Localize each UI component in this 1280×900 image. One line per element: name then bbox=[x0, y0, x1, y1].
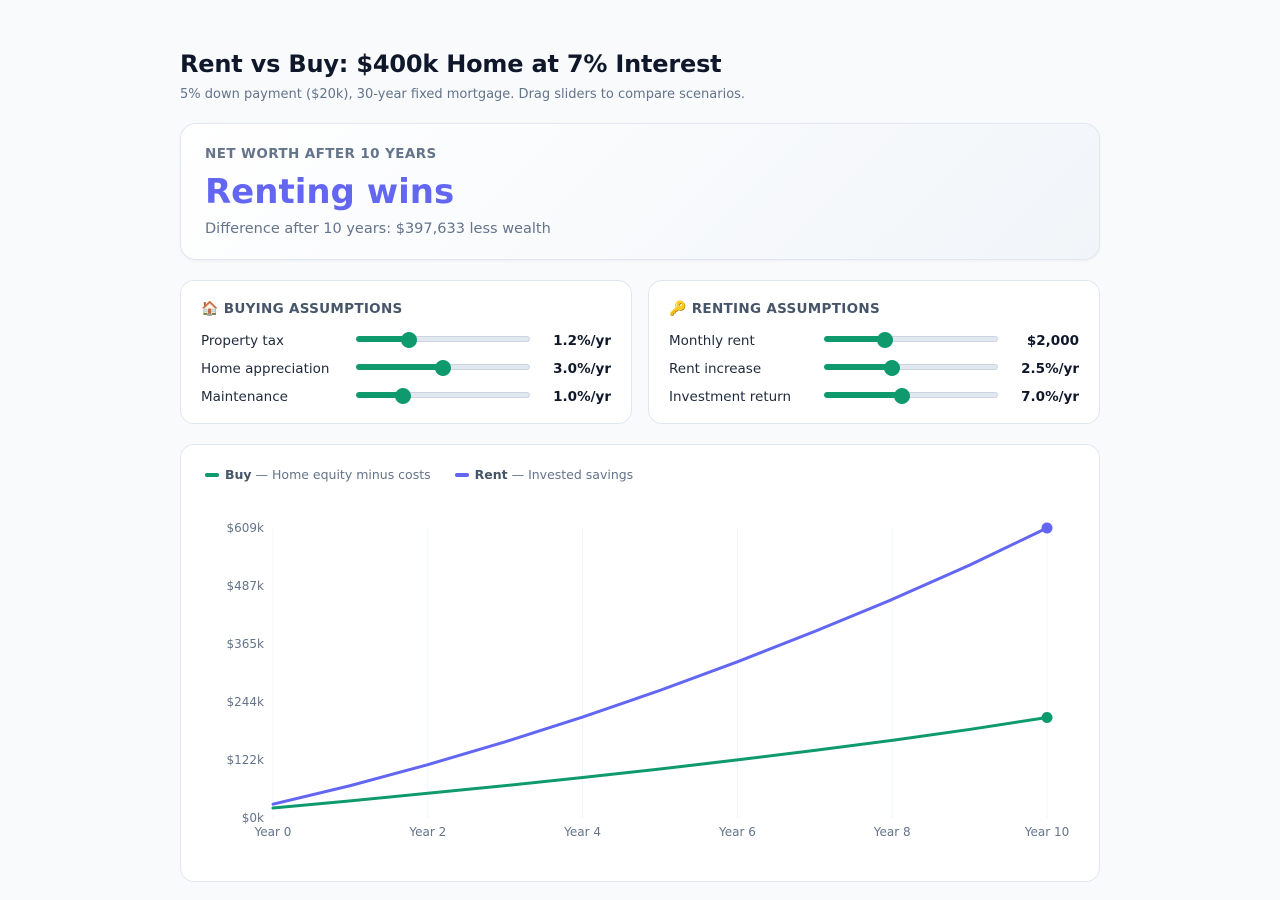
slider-fill bbox=[356, 336, 409, 342]
property-tax-value: 1.2%/yr bbox=[553, 333, 611, 349]
home-appreciation-row: Home appreciation 3.0%/yr bbox=[201, 359, 611, 379]
home-appreciation-label: Home appreciation bbox=[201, 361, 330, 377]
maintenance-value: 1.0%/yr bbox=[553, 389, 611, 405]
x-tick-label: Year 4 bbox=[563, 825, 601, 839]
buying-header: 🏠 BUYING ASSUMPTIONS bbox=[201, 301, 403, 317]
x-tick-label: Year 2 bbox=[408, 825, 446, 839]
rent-increase-label: Rent increase bbox=[669, 361, 762, 377]
maintenance-label: Maintenance bbox=[201, 389, 288, 405]
monthly-rent-label: Monthly rent bbox=[669, 333, 755, 349]
y-tick-label: $0k bbox=[242, 811, 264, 825]
y-tick-label: $244k bbox=[227, 695, 265, 709]
summary-verdict: Renting wins bbox=[205, 172, 455, 212]
summary-label: NET WORTH AFTER 10 YEARS bbox=[205, 146, 437, 162]
rent-increase-row: Rent increase 2.5%/yr bbox=[669, 359, 1079, 379]
chart-legend: Buy — Home equity minus costs Rent — Inv… bbox=[205, 467, 633, 482]
home-appreciation-value: 3.0%/yr bbox=[553, 361, 611, 377]
monthly-rent-value: $2,000 bbox=[1026, 333, 1079, 349]
slider-thumb[interactable] bbox=[884, 360, 901, 376]
slider-fill bbox=[824, 364, 893, 370]
y-tick-label: $122k bbox=[227, 753, 265, 767]
slider-thumb[interactable] bbox=[400, 332, 417, 348]
legend-buy-name: Buy bbox=[225, 467, 252, 482]
slider-fill bbox=[356, 392, 404, 398]
maintenance-slider[interactable] bbox=[356, 388, 530, 404]
x-tick-label: Year 8 bbox=[873, 825, 911, 839]
slider-thumb[interactable] bbox=[435, 360, 451, 376]
chart-card: $0k $122k $244k $365k $487k $609k Year 0 Year 2… bbox=[180, 444, 1100, 882]
slider-thumb[interactable] bbox=[395, 388, 412, 404]
slider-fill bbox=[356, 364, 443, 370]
slider-thumb[interactable] bbox=[877, 332, 894, 348]
investment-return-label: Investment return bbox=[669, 389, 792, 405]
investment-return-row: Investment return 7.0%/yr bbox=[669, 387, 1079, 407]
x-tick-label: Year 6 bbox=[718, 825, 756, 839]
slider-thumb[interactable] bbox=[894, 388, 911, 404]
summary-difference: Difference after 10 years: $397,633 less… bbox=[205, 221, 551, 237]
rent-increase-slider[interactable] bbox=[824, 360, 998, 376]
legend-buy-desc: — Home equity minus costs bbox=[251, 467, 431, 482]
renting-title: RENTING ASSUMPTIONS bbox=[691, 301, 880, 317]
property-tax-row: Property tax 1.2%/yr bbox=[201, 331, 611, 351]
renting-header: 🔑 RENTING ASSUMPTIONS bbox=[669, 301, 880, 317]
legend-rent-name: Rent bbox=[474, 467, 508, 482]
rent-increase-value: 2.5%/yr bbox=[1021, 361, 1079, 377]
y-tick-label: $487k bbox=[227, 579, 265, 593]
legend-item-rent: Rent — Invested savings bbox=[454, 467, 634, 482]
slider-fill bbox=[824, 336, 886, 342]
maintenance-row: Maintenance 1.0%/yr bbox=[201, 387, 611, 407]
y-tick-label: $365k bbox=[227, 637, 265, 651]
x-tick-label: Year 0 bbox=[254, 825, 292, 839]
house-icon: 🏠 bbox=[201, 301, 219, 317]
page-title: Rent vs Buy: $400k Home at 7% Interest bbox=[180, 50, 722, 78]
property-tax-slider[interactable] bbox=[356, 332, 530, 348]
slider-fill bbox=[824, 392, 903, 398]
net-worth-chart: $0k $122k $244k $365k $487k $609k Year 0 Year 2… bbox=[227, 521, 1070, 839]
page-subtitle: 5% down payment ($20k), 30-year fixed mo… bbox=[180, 87, 746, 102]
buying-assumptions-panel: 🏠 BUYING ASSUMPTIONS Property tax 1.2%/y… bbox=[180, 280, 632, 424]
x-tick-label: Year 10 bbox=[1024, 825, 1070, 839]
investment-return-slider[interactable] bbox=[824, 388, 998, 404]
series-line-rent bbox=[271, 526, 1049, 806]
summary-card: NET WORTH AFTER 10 YEARS Renting wins Di… bbox=[180, 123, 1100, 260]
series-line-buy bbox=[271, 716, 1049, 810]
series-endpoint-rent bbox=[1041, 522, 1053, 534]
legend-swatch-rent bbox=[454, 472, 469, 477]
monthly-rent-slider[interactable] bbox=[824, 332, 998, 348]
property-tax-label: Property tax bbox=[201, 333, 284, 349]
buying-title: BUYING ASSUMPTIONS bbox=[223, 301, 403, 317]
legend-rent-desc: — Invested savings bbox=[507, 467, 634, 482]
investment-return-value: 7.0%/yr bbox=[1021, 389, 1079, 405]
home-appreciation-slider[interactable] bbox=[356, 360, 530, 376]
key-icon: 🔑 bbox=[669, 301, 687, 317]
legend-item-buy: Buy — Home equity minus costs bbox=[205, 467, 431, 482]
renting-assumptions-panel: 🔑 RENTING ASSUMPTIONS Monthly rent $2,00… bbox=[648, 280, 1100, 424]
y-tick-label: $609k bbox=[227, 521, 265, 535]
series-endpoint-buy bbox=[1041, 712, 1053, 724]
legend-swatch-buy bbox=[205, 472, 219, 477]
monthly-rent-row: Monthly rent $2,000 bbox=[669, 331, 1079, 351]
